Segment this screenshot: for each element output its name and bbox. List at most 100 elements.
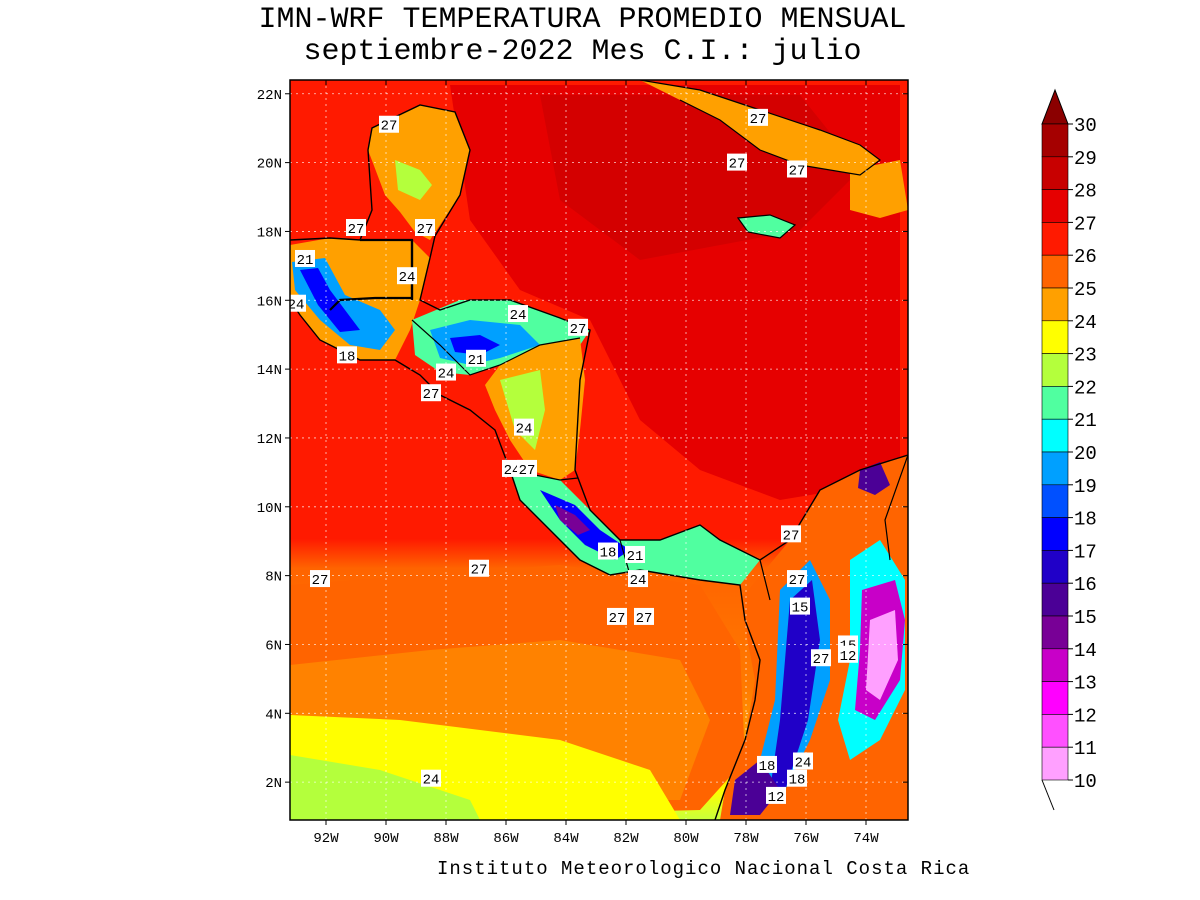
contour-label-box <box>310 570 330 588</box>
contour-label-box <box>346 219 366 236</box>
honduras-highlands-core <box>450 335 500 355</box>
contour-label-box <box>838 645 858 663</box>
contour-label: 18 <box>787 769 807 789</box>
colorbar-swatch <box>1041 418 1069 453</box>
colorbar-swatch <box>1041 681 1069 715</box>
colorbar-level-label: 25 <box>1074 279 1097 301</box>
contour-label: 18 <box>337 346 357 365</box>
colorbar-swatch <box>1041 386 1069 420</box>
contour-label-text: 12 <box>840 649 857 665</box>
contour-label-box <box>607 607 627 625</box>
contour-label-text: 27 <box>570 322 587 338</box>
contour-label-box <box>787 570 807 588</box>
colorbar-swatch <box>1041 320 1069 354</box>
contour-label: 18 <box>757 755 777 775</box>
contour-label-text: 27 <box>417 222 434 238</box>
contour-label-box <box>379 115 399 133</box>
contour-label-text: 27 <box>813 652 830 668</box>
contour-label-text: 27 <box>609 611 626 627</box>
contour-label: 27 <box>379 115 399 135</box>
y-tick-label: 12N <box>257 432 282 448</box>
panama-colombia-border <box>759 559 771 601</box>
contour-label: 24 <box>290 294 306 314</box>
contour-label-box <box>469 559 489 577</box>
contour-label-text: 27 <box>729 157 746 173</box>
contour-label-text: 27 <box>783 528 800 544</box>
x-tick-label: 76W <box>793 831 819 847</box>
mexico-guatemala-border <box>329 238 414 311</box>
contour-label: 27 <box>748 108 768 128</box>
contour-label: 27 <box>811 649 831 668</box>
costa-rica-panama-land <box>510 470 760 585</box>
colorbar-level-label: 28 <box>1074 181 1097 203</box>
y-tick-label: 14N <box>257 363 282 379</box>
contour-label-box <box>790 597 810 615</box>
y-tick-label: 16N <box>257 294 282 310</box>
contour-label-text: 27 <box>423 387 440 403</box>
contour-label-text: 18 <box>789 773 806 789</box>
pacific-23-zone <box>290 755 480 820</box>
contour-label-box <box>766 786 786 804</box>
contour-label: 27 <box>346 219 366 238</box>
contour-label-text: 18 <box>339 349 356 365</box>
contour-label: 27 <box>469 559 489 579</box>
x-tick-label: 82W <box>613 831 639 847</box>
y-tick-label: 20N <box>257 157 282 173</box>
contour-label-box <box>757 755 777 773</box>
y-tick-label: 8N <box>265 570 282 586</box>
contour-label-text: 27 <box>471 563 488 579</box>
contour-label-text: 27 <box>519 463 536 479</box>
colorbar-level-label: 10 <box>1074 771 1097 793</box>
pacific-coastline <box>290 299 761 820</box>
guatemala-highlands-core <box>300 268 360 332</box>
yucatan-cool-patch <box>395 160 432 200</box>
contour-label: 27 <box>415 219 435 238</box>
contour-label: 12 <box>838 645 858 665</box>
contour-label: 24 <box>436 363 456 383</box>
contour-label-box <box>628 570 648 588</box>
contour-label: 21 <box>466 349 486 369</box>
y-tick-label: 4N <box>265 707 282 723</box>
colombia-east-peak <box>866 610 898 700</box>
x-tick-label: 84W <box>553 831 579 847</box>
y-tick-label: 18N <box>257 225 282 241</box>
contour-label-box <box>290 294 306 312</box>
contour-label: 27 <box>607 607 627 627</box>
institution-credit: Instituto Meteorologico Nacional Costa R… <box>437 858 971 880</box>
contour-label: 27 <box>517 459 537 479</box>
x-tick-label: 74W <box>853 831 879 847</box>
colorbar-level-label: 23 <box>1074 345 1097 367</box>
contour-label-text: 27 <box>381 119 398 135</box>
contour-label-box <box>727 153 747 171</box>
colombia-west-core <box>770 580 820 790</box>
colorbar-level-label: 15 <box>1074 607 1097 629</box>
y-tick-label: 22N <box>257 88 282 104</box>
colorbar-level-label: 29 <box>1074 148 1097 170</box>
contour-label-text: 18 <box>600 546 617 562</box>
colorbar-level-label: 19 <box>1074 476 1097 498</box>
contour-label-box <box>787 160 807 178</box>
contour-label: 27 <box>310 570 330 589</box>
colorbar-level-label: 30 <box>1074 115 1097 137</box>
contour-label: 27 <box>634 607 654 627</box>
contour-label-box <box>793 752 813 770</box>
contour-label: 12 <box>766 786 786 806</box>
colorbar-swatch <box>1041 648 1069 682</box>
contour-label: 15 <box>790 597 810 617</box>
contour-label-text: 27 <box>750 112 767 128</box>
contour-label: 21 <box>625 545 645 565</box>
lat-lon-grid <box>290 80 908 820</box>
colorbar-swatch <box>1041 746 1069 781</box>
contour-label-text: 24 <box>630 573 647 589</box>
contour-label-box <box>337 346 357 364</box>
cuba-coastline <box>639 80 881 176</box>
colorbar-level-label: 12 <box>1074 705 1097 727</box>
colorbar-swatch <box>1041 615 1069 650</box>
colorbar-swatch <box>1041 714 1069 748</box>
colorbar-level-label: 16 <box>1074 574 1097 596</box>
colorbar-swatch <box>1041 156 1069 190</box>
colorbar-level-label: 26 <box>1074 246 1097 268</box>
contour-label-box <box>508 305 528 323</box>
